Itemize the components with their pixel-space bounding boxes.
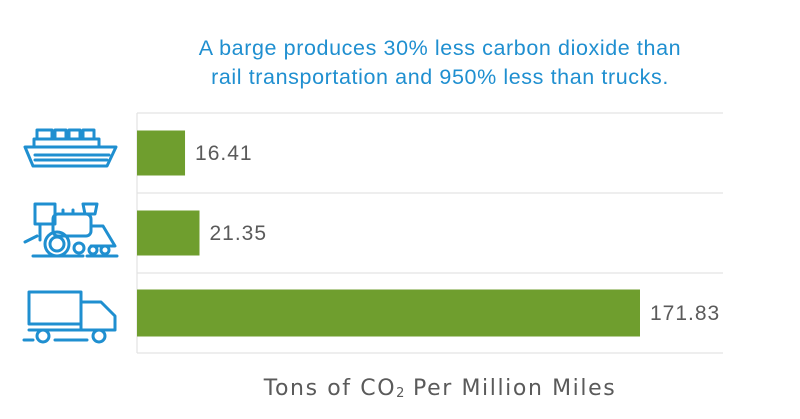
value-label-truck: 171.83 — [650, 302, 720, 325]
bar-truck — [137, 289, 640, 337]
x-axis-label-suffix: Per Million Miles — [404, 376, 617, 401]
x-axis-label-prefix: Tons of CO — [263, 376, 397, 401]
train-icon — [23, 202, 119, 258]
x-axis-label-subscript: 2 — [396, 386, 405, 401]
chart-title-line-1: A barge produces 30% less carbon dioxide… — [198, 36, 682, 60]
bar-barge — [137, 130, 186, 176]
chart-title-line-2: rail transportation and 950% less than t… — [211, 65, 669, 89]
bar-rail — [137, 210, 200, 256]
bars — [137, 130, 640, 337]
chart-title: A barge produces 30% less carbon dioxide… — [140, 34, 740, 92]
category-icons — [22, 128, 119, 344]
value-label-rail: 21.35 — [209, 222, 267, 245]
truck-icon — [22, 290, 117, 344]
x-axis-label: Tons of CO2 Per Million Miles — [140, 376, 740, 401]
barge-icon — [23, 128, 118, 168]
value-label-barge: 16.41 — [195, 142, 253, 165]
value-labels: 16.41 21.35 171.83 — [195, 142, 720, 325]
